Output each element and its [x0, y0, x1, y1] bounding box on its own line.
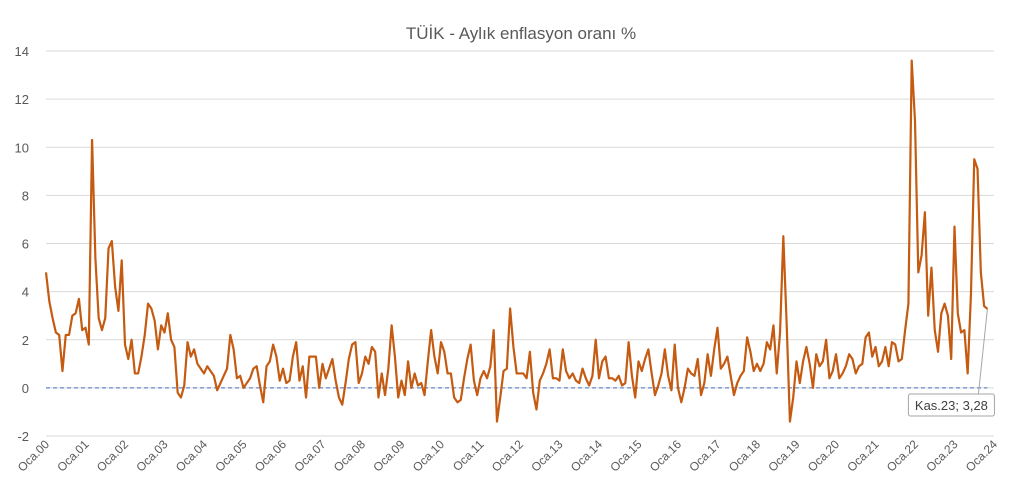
y-tick-label: 10	[15, 140, 29, 155]
gridlines	[46, 50, 994, 437]
x-tick-label: Oca.03	[133, 437, 170, 474]
x-tick-label: Oca.22	[884, 437, 921, 474]
y-tick-label: 14	[15, 44, 29, 59]
callout-leader-line	[977, 308, 988, 395]
callout-box	[907, 393, 995, 417]
y-tick-label: 4	[22, 285, 29, 300]
x-tick-label: Oca.02	[94, 437, 131, 474]
x-tick-label: Oca.13	[528, 437, 565, 474]
y-tick-label: 2	[22, 333, 29, 348]
x-tick-label: Oca.09	[370, 437, 407, 474]
y-tick-label: 0	[22, 381, 29, 396]
x-axis-ticks: Oca.00 Oca.01 Oca.02 Oca.03 Oca.04 Oca.05 Oca.…	[15, 437, 1000, 474]
x-tick-label: Oca.24	[963, 437, 1000, 474]
y-tick-label: 6	[22, 237, 29, 252]
x-tick-label: Oca.11	[450, 437, 487, 474]
x-tick-label: Oca.21	[844, 437, 881, 474]
y-tick-label: 8	[22, 188, 29, 203]
y-tick-label: -2	[17, 429, 29, 444]
x-tick-label: Oca.08	[331, 437, 368, 474]
x-tick-label: Oca.19	[765, 437, 802, 474]
x-tick-label: Oca.18	[726, 437, 763, 474]
x-tick-label: Oca.20	[805, 437, 842, 474]
x-tick-label: Oca.01	[54, 437, 91, 474]
x-tick-label: Oca.16	[647, 437, 684, 474]
x-tick-label: Oca.06	[252, 437, 289, 474]
x-tick-label: Oca.10	[410, 437, 447, 474]
inflation-series-line	[44, 59, 989, 423]
callout-label: Kas.23; 3,28	[915, 398, 988, 413]
x-tick-label: Oca.07	[291, 437, 328, 474]
y-tick-label: 12	[15, 92, 29, 107]
x-tick-label: Oca.14	[568, 437, 605, 474]
series-layer	[44, 59, 989, 423]
y-axis-ticks: -2 0 2 4 6 8 10 12 14	[15, 44, 29, 444]
x-tick-label: Oca.04	[173, 437, 210, 474]
chart-title: TÜİK - Aylık enflasyon oranı %	[406, 24, 636, 43]
x-tick-label: Oca.05	[212, 437, 249, 474]
data-callout: Kas.23; 3,28	[907, 308, 995, 417]
x-tick-label: Oca.23	[923, 437, 960, 474]
x-tick-label: Oca.15	[607, 437, 644, 474]
x-tick-label: Oca.12	[489, 437, 526, 474]
x-tick-label: Oca.17	[686, 437, 723, 474]
